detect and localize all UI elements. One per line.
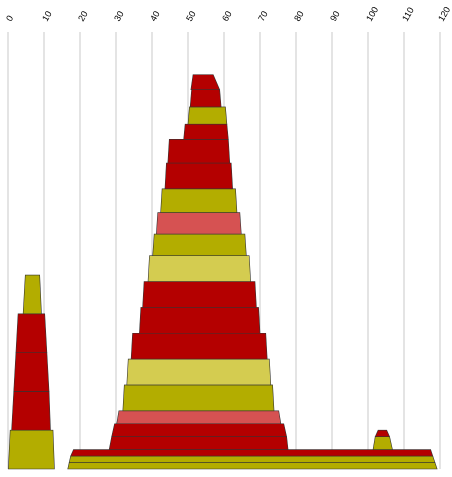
mound-group-3 [372,429,393,450]
layer-segment [164,162,233,190]
layer-segment [126,358,272,386]
layer-segment [70,449,434,457]
layer-segment [374,429,391,437]
layer-segment [111,423,288,437]
x-tick-label: 80 [292,9,306,23]
layer-segment [160,188,238,213]
chart-marks [8,74,438,470]
x-tick-label: 110 [400,6,416,23]
layer-segment [15,313,48,353]
x-tick-label: 0 [4,14,15,23]
layer-segment [187,106,228,125]
layer-segment [130,332,268,360]
x-tick-label: 90 [328,9,342,23]
x-tick-label: 100 [364,5,380,23]
layer-segment [139,307,261,334]
layer-segment [147,255,251,282]
layer-segment [189,89,222,108]
layer-segment [11,391,51,431]
layer-segment [183,123,229,140]
layer-segment [68,455,436,463]
x-axis-ticks: 0 10 20 30 40 50 60 70 80 90 100 110 120 [4,5,452,23]
layer-segment [167,138,231,164]
x-tick-label: 40 [148,9,162,23]
layer-segment [67,462,438,470]
x-tick-label: 10 [40,9,54,23]
x-tick-label: 50 [184,9,198,23]
x-tick-label: 70 [256,9,270,23]
mound-group-2 [67,74,438,470]
layer-segment [8,429,55,470]
layer-segment [108,436,289,450]
layer-segment [372,436,393,450]
x-tick-label: 120 [436,5,452,23]
x-tick-label: 30 [112,9,126,23]
mound-group-1 [8,274,55,470]
x-tick-label: 60 [220,9,234,23]
layer-segment [190,74,221,91]
layer-segment [142,281,257,308]
layer-segment [152,233,247,256]
layer-segment [22,274,42,315]
layer-segment [116,410,282,425]
x-tick-label: 20 [76,9,90,23]
layer-segment [122,384,275,412]
layer-segment [13,352,50,392]
layer-segment [155,212,242,235]
